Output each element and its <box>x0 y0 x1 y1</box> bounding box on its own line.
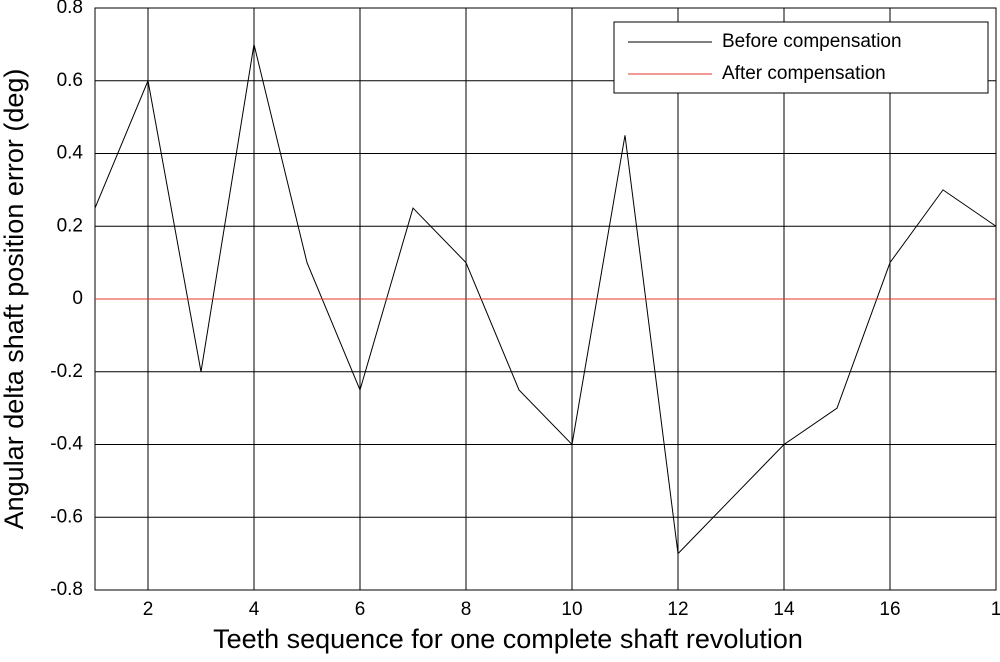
x-tick-label: 8 <box>461 599 472 620</box>
x-tick-label: 12 <box>667 599 688 620</box>
legend-box <box>613 21 989 94</box>
x-tick-label: 2 <box>143 599 154 620</box>
x-tick-label: 14 <box>773 599 795 620</box>
y-tick-label: 0 <box>72 288 83 309</box>
y-tick-label: 0.4 <box>57 143 84 164</box>
y-tick-label: -0.4 <box>50 434 83 455</box>
y-tick-label: -0.6 <box>50 506 83 527</box>
legend-label: Before compensation <box>722 31 902 52</box>
y-axis-label: Angular delta shaft position error (deg) <box>0 69 29 530</box>
y-tick-label: 0.8 <box>57 0 83 18</box>
x-tick-label: 1 <box>991 599 1000 620</box>
x-axis-label: Teeth sequence for one complete shaft re… <box>213 624 803 654</box>
x-tick-label: 16 <box>879 599 900 620</box>
y-tick-label: 0.6 <box>57 70 83 91</box>
y-tick-label: -0.2 <box>50 361 83 382</box>
y-tick-label: -0.8 <box>50 579 83 600</box>
data-line <box>94 44 997 555</box>
x-tick-label: 4 <box>249 599 260 620</box>
legend-label: After compensation <box>722 63 886 84</box>
x-tick-label: 10 <box>561 599 582 620</box>
x-tick-label: 6 <box>355 599 366 620</box>
y-tick-label: 0.2 <box>57 215 83 236</box>
